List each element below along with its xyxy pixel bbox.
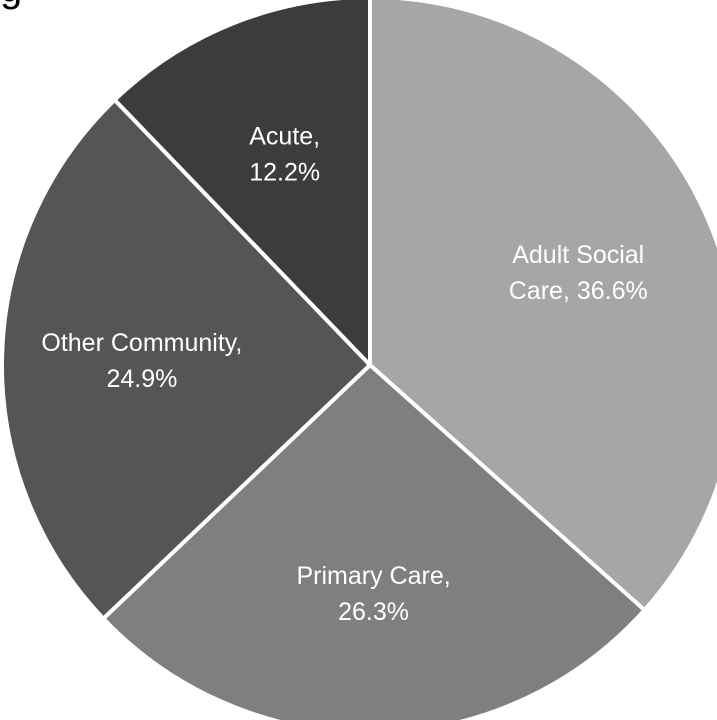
pie-slice-acute bbox=[112, 0, 372, 367]
pie-labels: Adult Social Care, 36.6% Primary Care, 26.3… bbox=[41, 122, 647, 626]
pie-slice-other-community bbox=[0, 97, 372, 621]
pie-label-line: Acute, bbox=[249, 122, 320, 150]
pie-slice-adult-social-care bbox=[368, 0, 717, 613]
pie-label-line: 26.3% bbox=[338, 598, 409, 626]
pie-label-line: Other Community, bbox=[41, 329, 242, 357]
pie-label-primary-care: Primary Care, 26.3% bbox=[296, 562, 450, 626]
pie-label-line: Adult Social bbox=[512, 241, 644, 269]
pie-label-line: 24.9% bbox=[106, 365, 177, 393]
pie-label-adult-social-care: Adult Social Care, 36.6% bbox=[509, 241, 648, 305]
pie-slice-primary-care bbox=[101, 363, 647, 720]
pie-label-line: 12.2% bbox=[249, 158, 320, 186]
pie-label-line: Care, 36.6% bbox=[509, 277, 648, 305]
pie-label-line: Primary Care, bbox=[296, 562, 450, 590]
chart-title-fragment: g bbox=[0, 0, 22, 11]
pie-label-acute: Acute, 12.2% bbox=[249, 122, 320, 186]
pie-label-other-community: Other Community, 24.9% bbox=[41, 329, 242, 393]
